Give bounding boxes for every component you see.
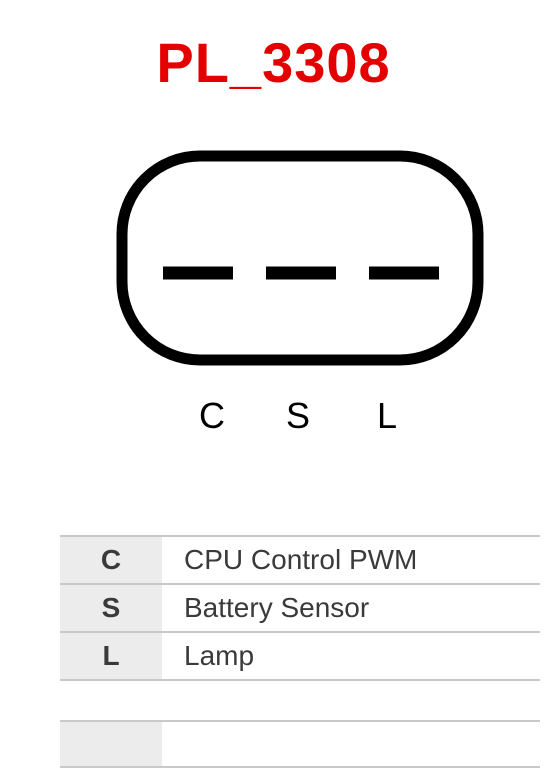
legend-empty-code <box>60 721 162 767</box>
connector-shell <box>122 156 478 360</box>
legend-row: CCPU Control PWM <box>60 536 540 584</box>
legend-code: C <box>60 536 162 584</box>
legend-code: S <box>60 584 162 632</box>
pin-label: L <box>372 395 402 437</box>
legend-row: SBattery Sensor <box>60 584 540 632</box>
legend-table: CCPU Control PWMSBattery SensorLLamp <box>60 535 540 681</box>
legend-row: LLamp <box>60 632 540 680</box>
connector-diagram <box>115 150 487 372</box>
legend-desc: Lamp <box>162 632 540 680</box>
legend-empty-desc <box>162 721 540 767</box>
legend-desc: Battery Sensor <box>162 584 540 632</box>
title-text: PL_3308 <box>156 31 390 94</box>
pin-label: C <box>197 395 227 437</box>
part-number-title: PL_3308 <box>0 30 547 95</box>
legend-code: L <box>60 632 162 680</box>
legend-desc: CPU Control PWM <box>162 536 540 584</box>
legend-body: CCPU Control PWMSBattery SensorLLamp <box>60 536 540 680</box>
pin-label: S <box>283 395 313 437</box>
